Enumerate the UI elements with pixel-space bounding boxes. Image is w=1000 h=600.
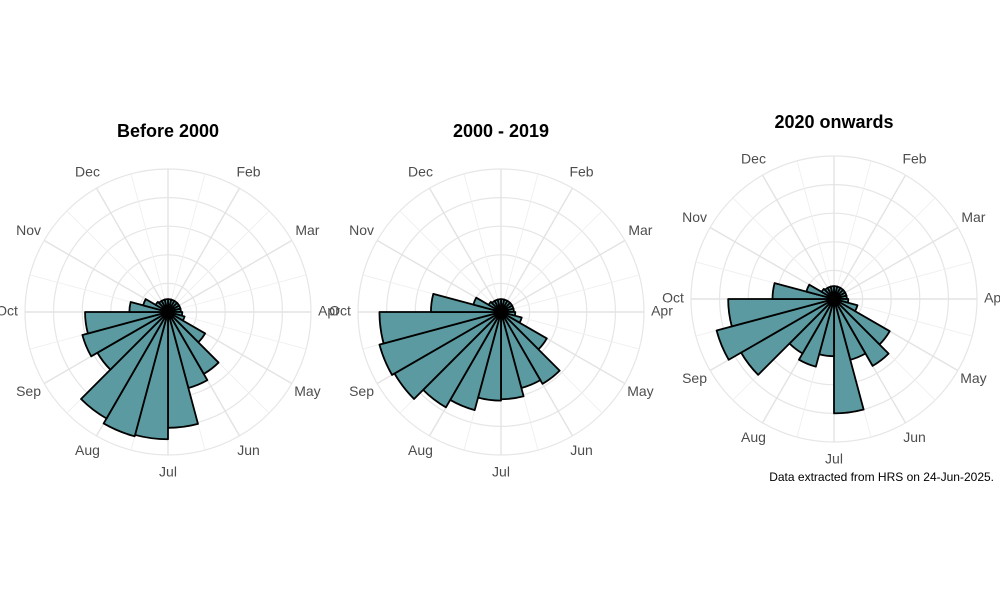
month-label-oct: Oct [329,303,351,319]
month-label-jul: Jul [492,464,510,480]
grid-spoke [66,210,169,313]
month-labels: Feb Mar Apr May Jun Jul Aug Sep Oct Nov Dec [662,150,1000,466]
month-label-oct: Oct [662,290,684,306]
grid-spoke [167,274,307,313]
grid-spoke [500,210,603,313]
month-label-mar: Mar [295,222,319,238]
month-label-feb: Feb [902,150,926,166]
rose-bar [378,311,502,376]
month-labels: Feb Mar Apr May Jun Jul Aug Sep Oct Nov Dec [0,163,340,479]
grid-spoke [761,174,835,300]
month-label-jul: Jul [159,464,177,480]
month-labels: Feb Mar Apr May Jun Jul Aug Sep Oct Nov Dec [329,163,673,479]
chart-title: 2020 onwards [774,112,894,132]
rose-bars [80,298,220,441]
rose-bar [102,311,169,438]
month-label-aug: Aug [741,429,766,445]
grid-spoke [167,311,307,350]
month-label-dec: Dec [408,163,433,179]
grid-spoke [833,160,872,300]
month-label-sep: Sep [349,383,374,399]
grid-spoke [500,311,640,350]
rose-bar [715,298,835,361]
month-label-apr: Apr [984,290,1000,306]
grid-spoke [833,174,907,300]
month-label-sep: Sep [16,383,41,399]
rose-bar [833,298,890,367]
month-label-may: May [294,383,320,399]
rose-bar [81,311,169,358]
grid-spoke [167,239,293,313]
grid-spoke [167,210,270,313]
rose-bars [715,282,891,415]
data-source-caption: Data extracted from HRS on 24-Jun-2025. [769,470,994,484]
polar-chart-svg: Feb Mar Apr May Jun Jul Aug Sep Oct Nov Dec [0,163,340,479]
month-label-jul: Jul [825,451,843,467]
grid-spoke [833,226,959,300]
grid-spoke [796,160,835,300]
grid-spoke [500,274,640,313]
month-label-feb: Feb [569,163,593,179]
month-label-jun: Jun [570,442,593,458]
grid-spoke [167,173,206,313]
month-label-aug: Aug [75,442,100,458]
grid-spoke [833,261,973,300]
rose-bar [829,285,835,300]
chart-title: Before 2000 [116,121,220,141]
grid-spoke [399,210,502,313]
month-label-jun: Jun [903,429,926,445]
month-label-nov: Nov [349,222,374,238]
month-label-feb: Feb [236,163,260,179]
chart-title: 2000 - 2019 [452,121,550,141]
grid-spoke [732,197,835,300]
polar-chart-svg: Feb Mar Apr May Jun Jul Aug Sep Oct Nov Dec [329,163,673,479]
rose-bar [378,311,502,345]
rose-bar [727,298,835,328]
grid-spoke [167,187,241,313]
grid-spoke [463,173,502,313]
grid-spoke [95,187,169,313]
rose-bar [833,298,865,415]
grid-spoke [500,173,539,313]
rose-bar [163,298,169,313]
month-label-mar: Mar [961,209,985,225]
month-label-dec: Dec [741,150,766,166]
month-label-may: May [960,370,986,386]
month-label-apr: Apr [651,303,673,319]
rose-bar [500,311,561,385]
month-label-dec: Dec [75,163,100,179]
rose-bar [84,311,169,335]
month-label-jun: Jun [237,442,260,458]
grid-spoke [500,239,626,313]
polar-chart-svg: Feb Mar Apr May Jun Jul Aug Sep Oct Nov Dec [662,150,1000,466]
month-label-mar: Mar [628,222,652,238]
grid-spoke [500,187,574,313]
month-label-nov: Nov [16,222,41,238]
month-label-nov: Nov [682,209,707,225]
month-label-sep: Sep [682,370,707,386]
month-label-aug: Aug [408,442,433,458]
month-label-apr: Apr [318,303,340,319]
rose-bar [496,298,502,313]
rose-bars [378,292,561,411]
month-label-oct: Oct [0,303,18,319]
grid-spoke [833,197,936,300]
grid-spoke [428,187,502,313]
grid-spoke [130,173,169,313]
rose-bar [80,311,169,420]
month-label-may: May [627,383,653,399]
